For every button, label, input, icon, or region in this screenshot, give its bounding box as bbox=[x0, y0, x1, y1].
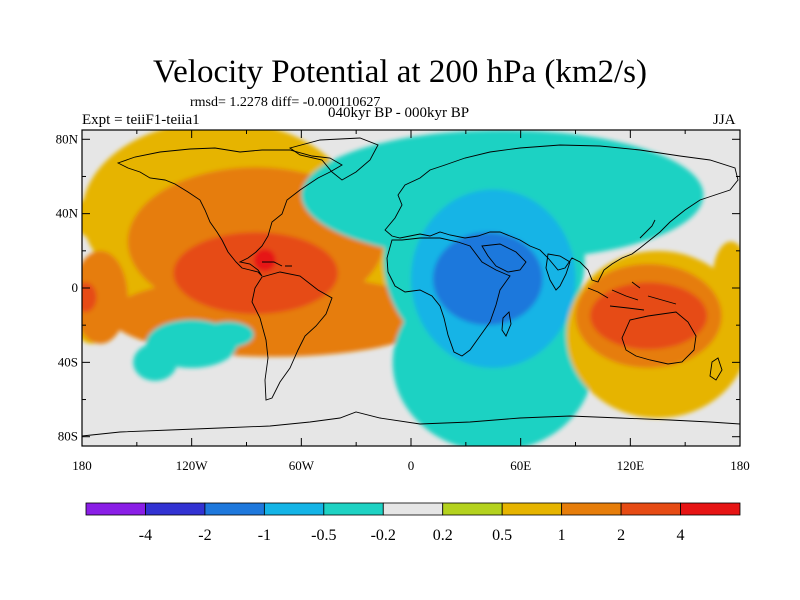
contour-region-12 bbox=[202, 321, 254, 348]
coast-antarctica bbox=[82, 411, 740, 437]
colorbar-label-3: -0.5 bbox=[311, 527, 336, 544]
coast-arabia bbox=[481, 243, 527, 273]
x-tick-label-5: 120E bbox=[617, 458, 645, 473]
colorbar-swatch-5 bbox=[382, 502, 444, 516]
colorbar-swatch-9 bbox=[620, 502, 681, 516]
coast-north-america bbox=[116, 147, 343, 277]
colorbar-swatch-2 bbox=[204, 502, 265, 516]
contour-region-18 bbox=[432, 232, 543, 326]
y-axis-ticks: 80N 40N 0 40S 80S bbox=[56, 131, 740, 444]
y-tick-label-0: 80N bbox=[56, 131, 79, 146]
coast-caribbean bbox=[262, 261, 292, 267]
contour-fill-layer bbox=[82, 130, 740, 446]
season-label: JJA bbox=[713, 112, 736, 128]
x-tick-label-3: 0 bbox=[408, 458, 415, 473]
coast-australia bbox=[621, 311, 697, 365]
coast-new-zealand bbox=[709, 357, 723, 381]
contour-region-11 bbox=[133, 343, 178, 381]
y-tick-label-4: 80S bbox=[58, 429, 78, 444]
x-axis-ticks: 180 120W 60W 0 60E 120E 180 bbox=[72, 130, 750, 473]
y-tick-label-1: 40N bbox=[56, 206, 79, 221]
contour-region-6 bbox=[82, 250, 128, 344]
x-tick-label-2: 60W bbox=[289, 458, 315, 473]
y-tick-label-2: 0 bbox=[72, 280, 79, 295]
colorbar-swatch-1 bbox=[145, 502, 206, 516]
x-tick-label-6: 180 bbox=[730, 458, 750, 473]
coast-africa bbox=[386, 237, 511, 357]
coast-maritime-continent bbox=[587, 281, 677, 311]
experiment-label: Expt = teiiF1-teiia1 bbox=[82, 112, 200, 128]
stats-text: rmsd= 1.2278 diff= -0.000110627 bbox=[190, 95, 381, 110]
contour-region-7 bbox=[173, 232, 338, 315]
coast-greenland bbox=[288, 137, 379, 181]
colorbar-label-9: 4 bbox=[677, 527, 685, 544]
coast-madagascar bbox=[501, 311, 512, 337]
contour-region-8 bbox=[82, 282, 97, 313]
coast-india bbox=[545, 253, 571, 291]
colorbar-swatch-10 bbox=[680, 502, 741, 516]
x-tick-label-1: 120W bbox=[176, 458, 209, 473]
colorbar-label-8: 2 bbox=[617, 527, 625, 544]
colorbar-label-6: 0.5 bbox=[492, 527, 512, 544]
period-label: 040kyr BP - 000kyr BP bbox=[328, 105, 470, 121]
colorbar-swatch-0 bbox=[85, 502, 146, 516]
colorbar-label-2: -1 bbox=[258, 527, 271, 544]
chart-title: Velocity Potential at 200 hPa (km2/s) bbox=[152, 54, 648, 90]
y-tick-label-3: 40S bbox=[58, 354, 78, 369]
contour-region-20 bbox=[712, 241, 740, 316]
contour-region-2 bbox=[82, 195, 119, 240]
colorbar-label-5: 0.2 bbox=[433, 527, 453, 544]
coast-south-america bbox=[251, 271, 333, 401]
colorbar-label-4: -0.2 bbox=[371, 527, 396, 544]
x-tick-label-0: 180 bbox=[72, 458, 92, 473]
x-tick-label-4: 60E bbox=[510, 458, 531, 473]
contour-region-9 bbox=[253, 248, 276, 272]
colorbar: -4 -2 -1 -0.5 -0.2 0.2 0.5 1 2 4 bbox=[85, 502, 741, 544]
colorbar-swatch-7 bbox=[501, 502, 563, 516]
colorbar-label-7: 1 bbox=[558, 527, 566, 544]
colorbar-label-1: -2 bbox=[198, 527, 211, 544]
colorbar-swatch-6 bbox=[442, 502, 503, 516]
coast-japan bbox=[639, 219, 656, 239]
coastline-layer bbox=[82, 137, 740, 437]
colorbar-label-0: -4 bbox=[139, 527, 152, 544]
colorbar-swatch-8 bbox=[561, 502, 622, 516]
colorbar-swatch-3 bbox=[263, 502, 325, 516]
colorbar-swatch-4 bbox=[323, 502, 384, 516]
coast-eurasia bbox=[384, 144, 739, 283]
